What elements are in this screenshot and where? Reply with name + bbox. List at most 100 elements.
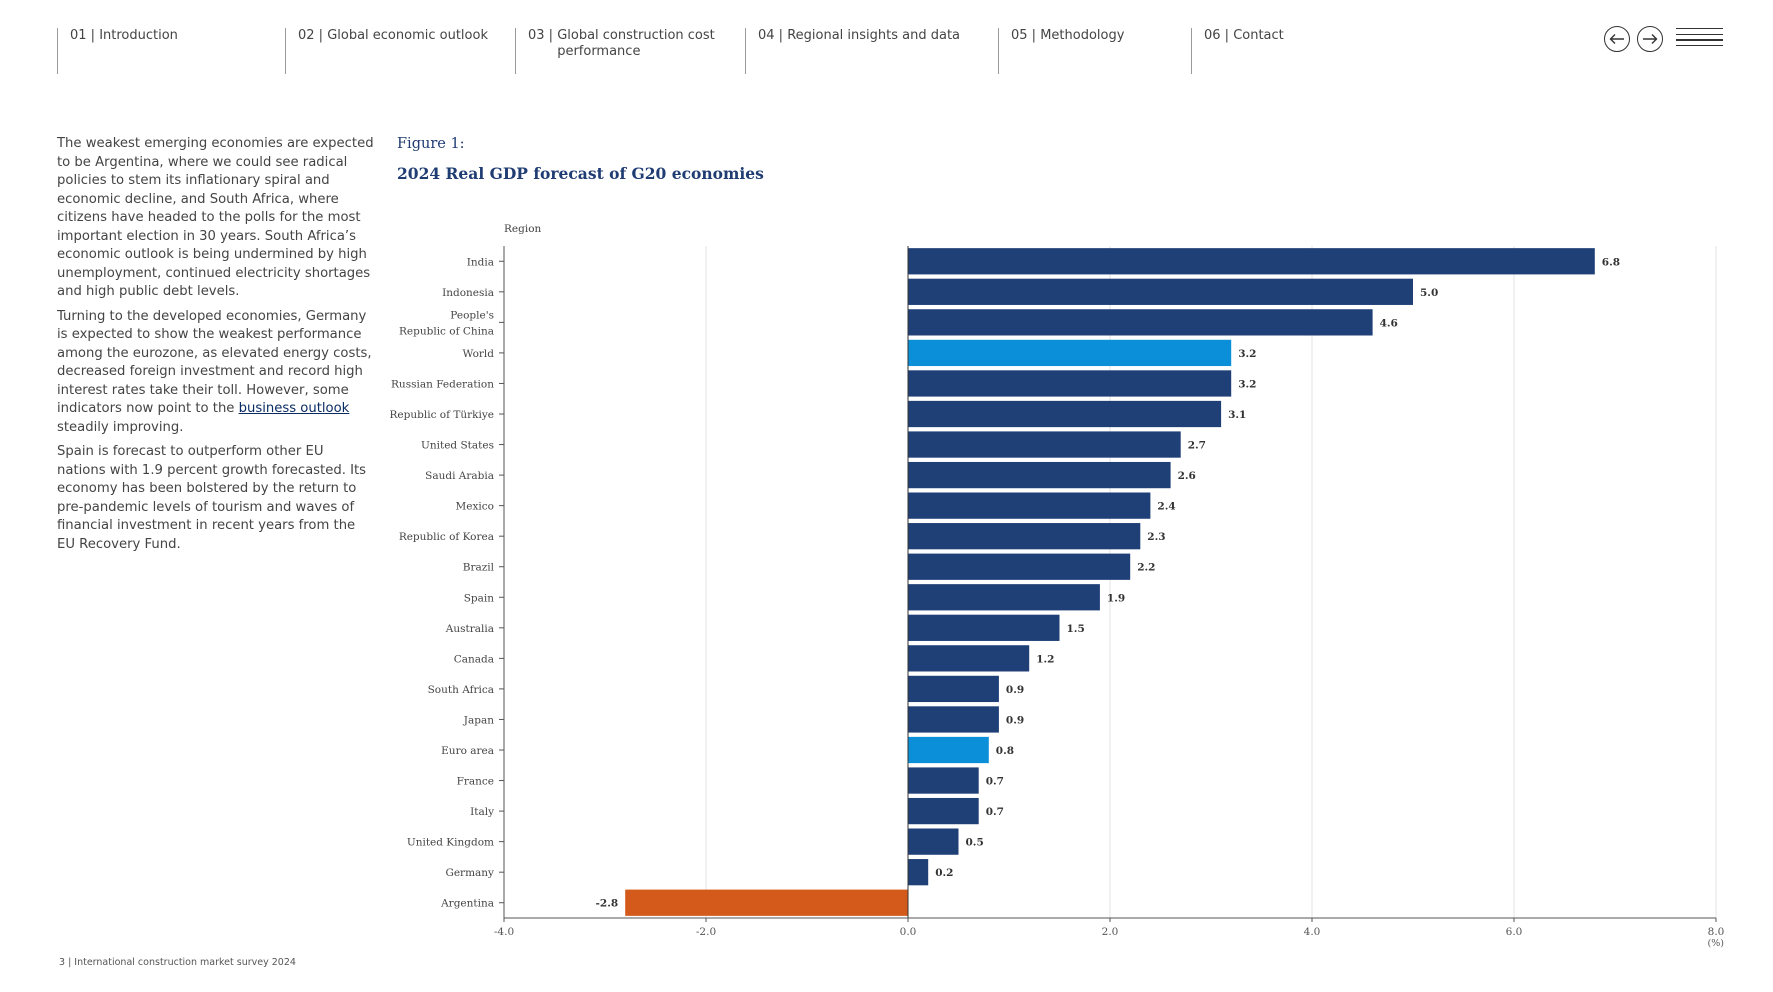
data-label: 0.7 bbox=[986, 776, 1004, 788]
bar-indonesia bbox=[908, 278, 1413, 305]
prev-page-button[interactable] bbox=[1604, 26, 1630, 52]
body-text: The weakest emerging economies are expec… bbox=[57, 135, 375, 560]
category-label: Canada bbox=[454, 653, 494, 665]
nav-item-number: 04 | bbox=[758, 28, 788, 43]
category-label: United Kingdom bbox=[407, 837, 494, 849]
category-label: Russian Federation bbox=[391, 378, 494, 390]
bar-france bbox=[908, 767, 979, 794]
nav-item-label: Global economic outlook bbox=[327, 28, 488, 43]
category-label: Saudi Arabia bbox=[425, 470, 494, 482]
bar-argentina bbox=[625, 889, 908, 916]
business-outlook-link[interactable]: business outlook bbox=[238, 401, 350, 416]
nav-item-label: Regional insights and data bbox=[787, 28, 961, 43]
nav-item-global-construction-cost[interactable]: 03 | Global construction cost performanc… bbox=[515, 28, 745, 74]
paragraph-spain: Spain is forecast to outperform other EU… bbox=[57, 444, 367, 552]
x-tick-label: 0.0 bbox=[900, 926, 917, 938]
nav-item-global-economic-outlook[interactable]: 02 | Global economic outlook bbox=[285, 28, 515, 74]
nav-item-label: Contact bbox=[1233, 28, 1284, 43]
data-label: 0.9 bbox=[1006, 684, 1024, 696]
nav-item-label: Introduction bbox=[99, 28, 178, 43]
category-label: Mexico bbox=[456, 501, 494, 513]
data-label: 3.1 bbox=[1228, 409, 1246, 421]
data-label: 3.2 bbox=[1238, 378, 1256, 390]
arrow-right-icon bbox=[1643, 34, 1658, 44]
category-label: India bbox=[467, 256, 494, 268]
paragraph-text: steadily improving. bbox=[57, 419, 184, 435]
bar-india bbox=[908, 248, 1595, 275]
category-label: Spain bbox=[464, 592, 495, 604]
top-navigation: 01 | Introduction 02 | Global economic o… bbox=[0, 0, 1773, 80]
data-label: 2.3 bbox=[1147, 531, 1165, 543]
category-label: Euro area bbox=[441, 745, 494, 757]
nav-item-methodology[interactable]: 05 | Methodology bbox=[998, 28, 1191, 74]
paragraph-developed-economies: Turning to the developed economies, Germ… bbox=[57, 308, 375, 438]
data-label: 6.8 bbox=[1602, 256, 1620, 268]
hamburger-menu-icon[interactable] bbox=[1676, 28, 1723, 50]
next-page-button[interactable] bbox=[1637, 26, 1663, 52]
bar-germany bbox=[908, 859, 929, 886]
bar-brazil bbox=[908, 553, 1131, 580]
y-axis-title: Region bbox=[504, 223, 542, 235]
nav-item-label: Global construction cost performance bbox=[557, 28, 715, 59]
x-unit-label: (%) bbox=[1708, 938, 1724, 949]
x-tick-label: 6.0 bbox=[1506, 926, 1523, 938]
nav-item-number: 06 | bbox=[1204, 28, 1234, 43]
nav-item-regional-insights[interactable]: 04 | Regional insights and data bbox=[745, 28, 998, 74]
nav-item-number: 03 | bbox=[528, 28, 558, 43]
data-label: 2.7 bbox=[1188, 440, 1206, 452]
data-label: 2.4 bbox=[1157, 501, 1175, 513]
data-label: 5.0 bbox=[1420, 287, 1438, 299]
x-tick-label: 8.0 bbox=[1708, 926, 1725, 938]
x-tick-label: 2.0 bbox=[1102, 926, 1119, 938]
data-label: -2.8 bbox=[596, 898, 619, 910]
bar-spain bbox=[908, 584, 1100, 611]
bar-united-kingdom bbox=[908, 828, 959, 855]
data-label: 0.7 bbox=[986, 806, 1004, 818]
nav-item-introduction[interactable]: 01 | Introduction bbox=[57, 28, 285, 74]
x-tick-label: -4.0 bbox=[494, 926, 514, 938]
data-label: 2.6 bbox=[1178, 470, 1196, 482]
bar-republic-of-korea bbox=[908, 523, 1141, 550]
data-label: 0.8 bbox=[996, 745, 1014, 757]
arrow-left-icon bbox=[1609, 34, 1624, 44]
paragraph-emerging-economies: The weakest emerging economies are expec… bbox=[57, 136, 374, 299]
category-label: Republic of Korea bbox=[399, 531, 494, 543]
bar-south-africa bbox=[908, 675, 999, 703]
data-label: 0.2 bbox=[935, 867, 953, 879]
category-label: Brazil bbox=[463, 562, 495, 574]
bar-japan bbox=[908, 706, 999, 733]
bar-euro-area bbox=[908, 736, 989, 764]
category-label: Argentina bbox=[440, 898, 494, 910]
category-label: Italy bbox=[470, 806, 494, 818]
nav-item-number: 01 | bbox=[70, 28, 100, 43]
bar-mexico bbox=[908, 492, 1151, 519]
bar-australia bbox=[908, 614, 1060, 641]
bar-saudi-arabia bbox=[908, 461, 1171, 489]
chart-title: 2024 Real GDP forecast of G20 economies bbox=[397, 164, 764, 183]
bar-russian-federation bbox=[908, 370, 1232, 397]
category-label: World bbox=[463, 348, 495, 360]
category-label: Germany bbox=[445, 867, 494, 879]
x-tick-label: -2.0 bbox=[696, 926, 716, 938]
category-label: Japan bbox=[463, 714, 494, 726]
bar-people-s-republic-of-china bbox=[908, 309, 1373, 336]
nav-item-contact[interactable]: 06 | Contact bbox=[1191, 28, 1371, 74]
data-label: 1.2 bbox=[1036, 653, 1054, 665]
nav-item-label: Methodology bbox=[1040, 28, 1125, 43]
paragraph-text: Turning to the developed economies, Germ… bbox=[57, 308, 372, 417]
data-label: 0.5 bbox=[966, 837, 984, 849]
category-label: Indonesia bbox=[442, 287, 494, 299]
category-label: France bbox=[457, 776, 494, 788]
data-label: 1.5 bbox=[1067, 623, 1085, 635]
category-label: Republic of Türkiye bbox=[390, 409, 494, 421]
nav-item-number: 05 | bbox=[1011, 28, 1041, 43]
bar-world bbox=[908, 339, 1232, 367]
bar-republic-of-t-rkiye bbox=[908, 400, 1222, 428]
category-label: United States bbox=[421, 440, 494, 452]
page-footer: 3 | International construction market su… bbox=[59, 957, 296, 968]
data-label: 3.2 bbox=[1238, 348, 1256, 360]
data-label: 1.9 bbox=[1107, 592, 1125, 604]
category-label: People's Republic of China bbox=[399, 309, 494, 337]
nav-item-number: 02 | bbox=[298, 28, 328, 43]
